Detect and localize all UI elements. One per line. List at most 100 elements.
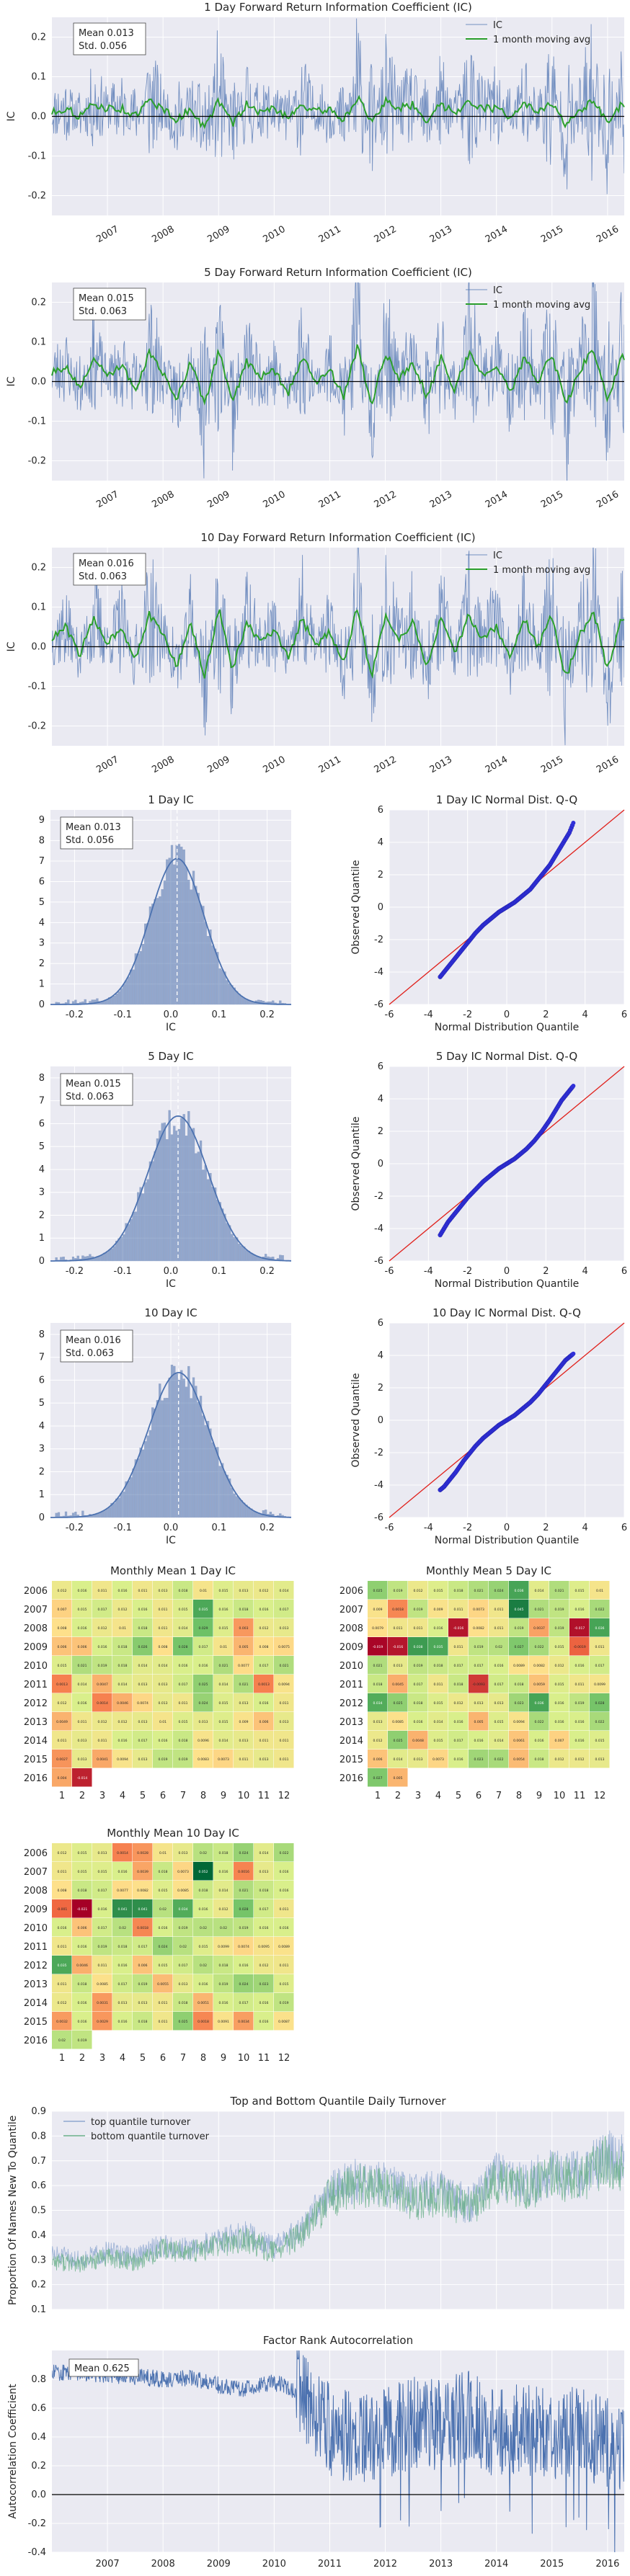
hist-bar [151,904,154,1005]
cell-value: 0.012 [118,1608,128,1612]
cell-value: 0.01 [159,1851,167,1855]
heatmap-cell [52,1675,72,1693]
cell-value: 0.02 [220,1926,227,1930]
hist-bar [144,923,147,1005]
moving-avg-line [51,94,625,130]
row-label: 2016 [24,2036,48,2046]
heatmap-cell [569,1656,590,1675]
heatmap-cell [72,1675,92,1693]
x-tick-label: 2011 [317,754,343,776]
hist-bar [269,1512,272,1518]
heatmap-cell [254,1862,274,1881]
heatmap-cell [153,1600,173,1618]
cell-value: 0.016 [118,1870,128,1874]
heatmap-cell [133,1750,153,1768]
cell-value: 0.014 [219,1683,229,1687]
cell-value: 0.013 [259,1870,269,1874]
heatmap-cell [193,1993,213,2012]
col-label: 4 [120,1791,125,1801]
heatmap-cell [213,1618,234,1637]
col-label: 10 [238,2053,250,2064]
heatmap-cell [408,1675,428,1693]
stats-text: Mean 0.015 [66,1079,121,1089]
heatmap-cell [509,1600,529,1618]
heatmap-cell [234,1918,254,1937]
heatmap-cell [112,1974,133,1993]
heatmap-cell [173,1618,193,1637]
x-tick-label: -0.2 [66,1523,84,1533]
heatmap-cell [193,2012,213,2031]
cell-value: 0.016 [118,1589,128,1593]
col-label: 2 [79,2053,85,2064]
heatmap-cell [428,1750,448,1768]
hist-bar [89,1254,92,1262]
x-tick-label: 2008 [150,489,176,511]
heatmap-cell [569,1600,590,1618]
heatmap-cell [213,1581,234,1600]
cell-value: -0.019 [373,1645,383,1649]
y-tick-label: 0.5 [31,2206,46,2216]
cell-value: 0.0073 [177,1870,189,1874]
cell-value: 0.019 [414,1608,423,1612]
cell-value: 0.011 [434,1683,443,1687]
heatmap-cell [52,1750,72,1768]
heatmap-cell [448,1750,469,1768]
heatmap-cell [509,1693,529,1712]
heatmap-cell [133,1656,153,1675]
y-tick-label: -4 [374,1480,383,1491]
cell-value: 0.011 [280,1964,289,1968]
heatmap-cell [193,1675,213,1693]
cell-value: -0.014 [77,1776,88,1781]
cell-value: 0.018 [239,1608,249,1612]
cell-value: 0.015 [78,1870,87,1874]
heatmap-cell [274,1675,294,1693]
heatmap-cell [408,1600,428,1618]
hist-bar [159,1383,161,1518]
x-tick-label: 2007 [94,489,120,511]
hist-bar [192,1377,195,1518]
hist-bar [57,1512,61,1518]
y-tick-label: 2 [378,870,383,881]
hist-bar [110,997,113,1005]
cell-value: 0.012 [98,1720,107,1724]
heatmap-cell [234,1712,254,1731]
heatmap-cell [133,1712,153,1731]
y-tick-label: 7 [39,1352,45,1363]
cell-value: 0.011 [159,2001,168,2005]
heatmap-cell [428,1656,448,1675]
heatmap-cell [112,1618,133,1637]
heatmap-cell [448,1600,469,1618]
cell-value: 0.011 [58,1982,67,1987]
cell-value: 0.009 [373,1608,383,1612]
cell-value: 0.0089 [513,1664,525,1668]
cell-value: 0.027 [515,1645,524,1649]
hist-bar [105,1252,108,1262]
heatmap-cell [133,1862,153,1881]
cell-value: 0.021 [78,1664,87,1668]
heatmap-cell [112,1918,133,1937]
y-tick-label: 0.1 [31,2304,46,2315]
heatmap-cell [72,1656,92,1675]
hist-bar [166,1139,169,1262]
hist-bar [151,1161,154,1262]
heatmap-cell [92,1843,112,1862]
qq-point [571,1084,576,1088]
cell-value: 0.02 [200,1851,207,1855]
hist-bar [170,1364,174,1518]
heatmap-cell [509,1581,529,1600]
cell-value: 0.0018 [198,2020,209,2024]
cell-value: 0.019 [98,1664,107,1668]
col-label: 11 [258,1791,270,1801]
cell-value: 0.017 [118,1982,128,1987]
cell-value: 0.016 [78,1945,87,1949]
cell-value: 0.008 [58,1626,67,1631]
heatmap-cell [213,1974,234,1993]
heatmap-cell [133,1600,153,1618]
hist-bar [211,1187,214,1262]
heatmap-cell [549,1731,569,1750]
heatmap-cell [173,1712,193,1731]
heatmap-cell [72,1881,92,1899]
hist-bar [81,1255,84,1262]
cell-value: 0.013 [159,1701,168,1706]
stats-text: Std. 0.063 [66,1092,114,1102]
